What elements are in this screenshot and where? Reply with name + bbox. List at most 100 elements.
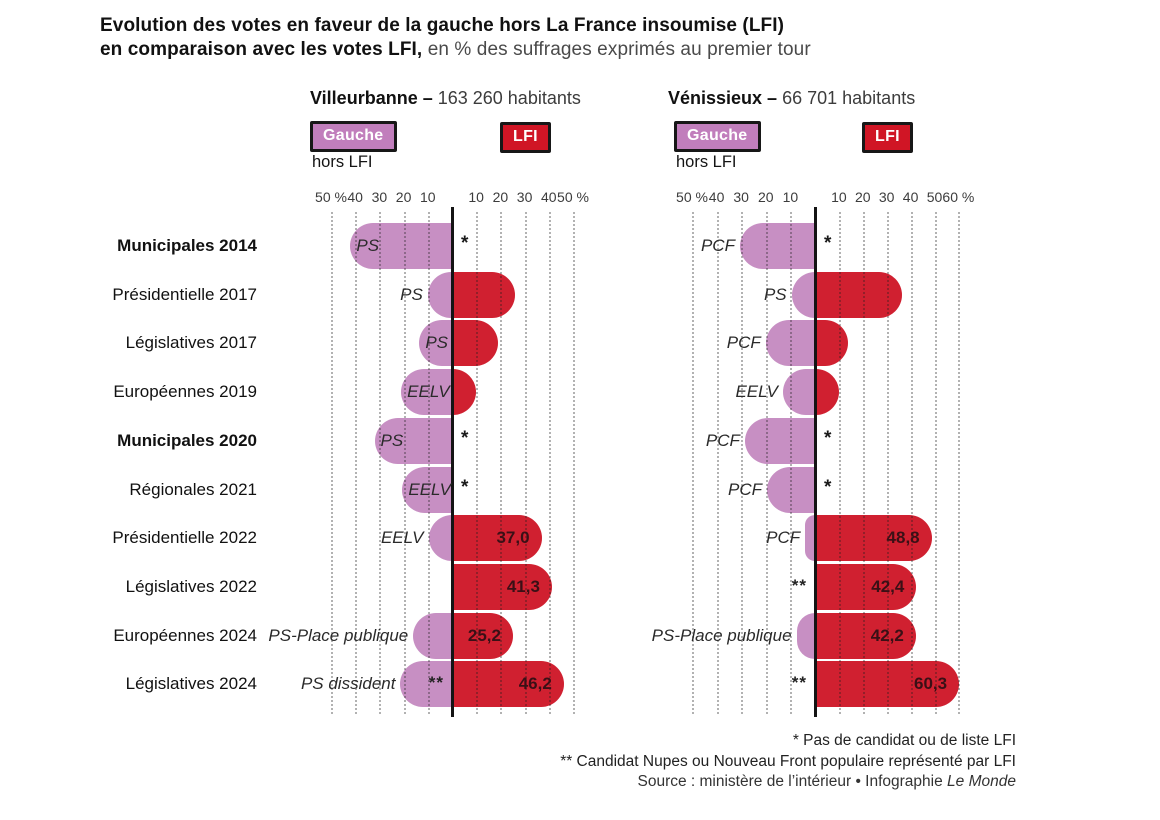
no-lfi-asterisk: * bbox=[461, 427, 469, 449]
city-title-villeurbanne: Villeurbanne – 163 260 habitants bbox=[310, 88, 581, 108]
value-label: 46,2 bbox=[518, 674, 552, 694]
axis-tick-label: 10 bbox=[782, 189, 799, 205]
gauche-bar bbox=[765, 320, 815, 367]
gridline bbox=[934, 212, 937, 714]
infographic-title: Evolution des votes en faveur de la gauc… bbox=[100, 14, 811, 62]
gridline bbox=[427, 212, 430, 714]
gauche-bar bbox=[796, 612, 815, 659]
election-row-label: Présidentielle 2022 bbox=[112, 528, 257, 548]
gauche-bar bbox=[767, 466, 815, 513]
axis-tick-label: 60 % bbox=[942, 189, 975, 205]
axis-tick-label: 20 bbox=[395, 189, 412, 205]
lfi-bar bbox=[452, 320, 498, 367]
value-label: 42,4 bbox=[871, 576, 905, 596]
gridline bbox=[886, 212, 889, 714]
center-axis bbox=[814, 207, 817, 717]
lfi-bar bbox=[452, 563, 552, 610]
gridline bbox=[910, 212, 913, 714]
axis-tick-label: 40 bbox=[708, 189, 725, 205]
lfi-bar bbox=[452, 515, 542, 562]
footnotes: * Pas de candidat ou de liste LFI ** Can… bbox=[560, 731, 1016, 793]
party-label: PCF bbox=[728, 479, 763, 499]
gridline bbox=[958, 212, 961, 714]
gridline bbox=[500, 212, 503, 714]
axis-tick-label: 30 bbox=[878, 189, 895, 205]
gauche-bar bbox=[791, 271, 815, 318]
value-label: 42,2 bbox=[870, 625, 904, 645]
hors-lfi-label: hors LFI bbox=[312, 153, 373, 171]
gridline bbox=[331, 212, 333, 714]
party-label: PS bbox=[356, 236, 380, 255]
center-axis bbox=[451, 207, 454, 717]
gridline bbox=[355, 212, 358, 714]
gauche-bar bbox=[783, 369, 815, 416]
party-label: PS bbox=[763, 284, 787, 304]
gauche-bar bbox=[744, 417, 815, 464]
party-label: EELV bbox=[735, 382, 779, 402]
election-row-label: Européennes 2019 bbox=[113, 382, 257, 402]
axis-tick-label: 20 bbox=[758, 189, 774, 205]
gridline bbox=[862, 212, 865, 714]
gauche-badge: Gauche bbox=[310, 121, 397, 152]
gridline bbox=[716, 212, 719, 714]
gauche-badge: Gauche bbox=[674, 121, 761, 152]
lfi-bar bbox=[815, 271, 903, 318]
lfi-bar bbox=[815, 369, 839, 416]
axis-tick-label: 10 bbox=[831, 189, 847, 205]
party-label: PS-Place publique bbox=[651, 625, 792, 645]
lfi-badge: LFI bbox=[500, 122, 551, 153]
gauche-bar bbox=[739, 223, 815, 269]
party-label: PCF bbox=[700, 236, 735, 255]
axis-tick-label: 50 % bbox=[315, 189, 347, 205]
axis-tick-label: 20 bbox=[855, 189, 871, 205]
axis-tick-label: 50 % bbox=[676, 189, 708, 205]
lfi-bar bbox=[815, 661, 960, 708]
party-label: PS-Place publique bbox=[268, 625, 409, 645]
election-row-label: Municipales 2014 bbox=[117, 236, 257, 255]
party-label: PCF bbox=[766, 528, 801, 548]
gridline bbox=[548, 212, 551, 714]
lfi-bar bbox=[815, 320, 849, 367]
gridline bbox=[403, 212, 406, 714]
gridline bbox=[692, 212, 694, 714]
gauche-bar bbox=[805, 515, 815, 562]
gauche-bar bbox=[350, 223, 452, 269]
election-row-label: Législatives 2022 bbox=[125, 576, 257, 596]
footnote-double-star: ** Candidat Nupes ou Nouveau Front popul… bbox=[560, 752, 1016, 770]
election-row-label: Européennes 2024 bbox=[113, 625, 257, 645]
gauche-bar bbox=[400, 661, 452, 708]
gridline bbox=[524, 212, 527, 714]
axis-tick-label: 40 bbox=[541, 189, 557, 205]
axis-tick-label: 50 % bbox=[557, 189, 589, 205]
party-label: PS bbox=[425, 333, 449, 353]
nupes-marker: ** bbox=[791, 575, 807, 595]
value-label: 41,3 bbox=[506, 576, 540, 596]
lfi-bar bbox=[452, 369, 477, 416]
nupes-marker: ** bbox=[428, 673, 444, 693]
axis-tick-label: 30 bbox=[516, 189, 533, 205]
gridline bbox=[573, 212, 575, 714]
election-row-label: Régionales 2021 bbox=[129, 479, 257, 499]
gauche-bar bbox=[374, 417, 452, 464]
gauche-bar bbox=[428, 515, 452, 562]
value-label: 48,8 bbox=[886, 528, 920, 548]
election-row-label: Législatives 2017 bbox=[125, 333, 257, 353]
party-label: PCF bbox=[705, 430, 740, 450]
election-row-label: Municipales 2020 bbox=[117, 430, 257, 450]
gauche-bar bbox=[413, 612, 452, 659]
value-label: 60,3 bbox=[914, 674, 948, 694]
axis-tick-label: 30 bbox=[733, 189, 749, 205]
party-label: PS dissident bbox=[300, 674, 396, 694]
party-label: EELV bbox=[407, 382, 450, 402]
party-label: PS bbox=[400, 284, 423, 304]
value-label: 25,2 bbox=[467, 625, 501, 645]
no-lfi-asterisk: * bbox=[824, 427, 832, 449]
gridline bbox=[741, 212, 744, 714]
axis-tick-label: 20 bbox=[492, 189, 509, 205]
no-lfi-asterisk: * bbox=[824, 476, 832, 498]
lfi-bar bbox=[452, 661, 564, 708]
title-line-2: en comparaison avec les votes LFI, en % … bbox=[100, 39, 811, 60]
gridline bbox=[790, 212, 793, 714]
gridline bbox=[476, 212, 479, 714]
gridline bbox=[838, 212, 841, 714]
